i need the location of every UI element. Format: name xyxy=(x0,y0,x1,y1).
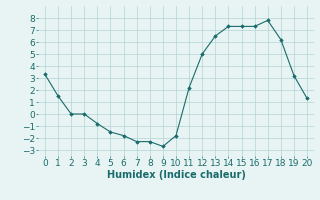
X-axis label: Humidex (Indice chaleur): Humidex (Indice chaleur) xyxy=(107,170,245,180)
